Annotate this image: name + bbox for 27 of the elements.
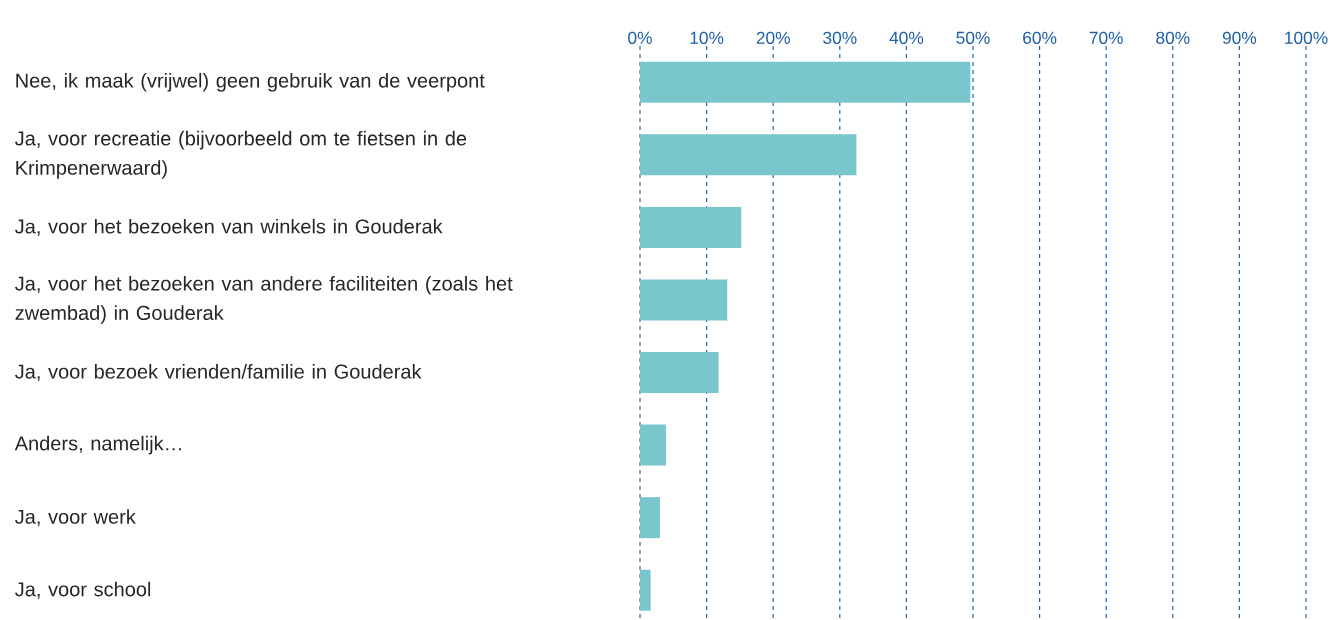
y-tick-label: Nee, ik maak (vrijwel) geen gebruik van de veerpont [16,72,485,92]
x-tick-label: 50% [956,31,990,44]
y-tick-label: Anders, namelijk… [14,435,181,455]
x-tick-label: 80% [1156,31,1190,44]
x-tick-label: 90% [1222,31,1257,44]
bar [640,134,857,176]
y-tick-label: Ja, voor het bezoeken van andere faciliteiten (zoals het zwembad) in Gouderak [15,275,513,324]
x-tick-label: 40% [889,31,924,44]
bar [640,206,742,248]
bar [640,424,666,466]
bar [640,279,728,321]
y-tick-label: Ja, voor school [15,581,151,599]
y-tick-label: Ja, voor het bezoeken van winkels in Gouderak [15,218,443,236]
x-tick-label: 0% [628,31,652,44]
x-tick-label: 70% [1089,31,1123,44]
bar [640,61,971,103]
x-tick-label: 60% [1023,31,1057,44]
x-tick-label: 10% [690,31,724,44]
y-tick-label: Ja, voor bezoek vrienden/familie in Gouderak [15,364,422,382]
x-tick-label: 20% [756,31,790,44]
bar [640,352,719,394]
bar [640,497,660,539]
y-tick-label: Ja, voor recreatie (bijvoorbeeld om te fietsen in de Krimpenerwaard) [15,130,467,179]
x-tick-label: 30% [823,31,857,44]
y-tick-label: Ja, voor werk [15,509,136,527]
x-tick-label: 100% [1285,31,1328,44]
bar [640,569,651,611]
